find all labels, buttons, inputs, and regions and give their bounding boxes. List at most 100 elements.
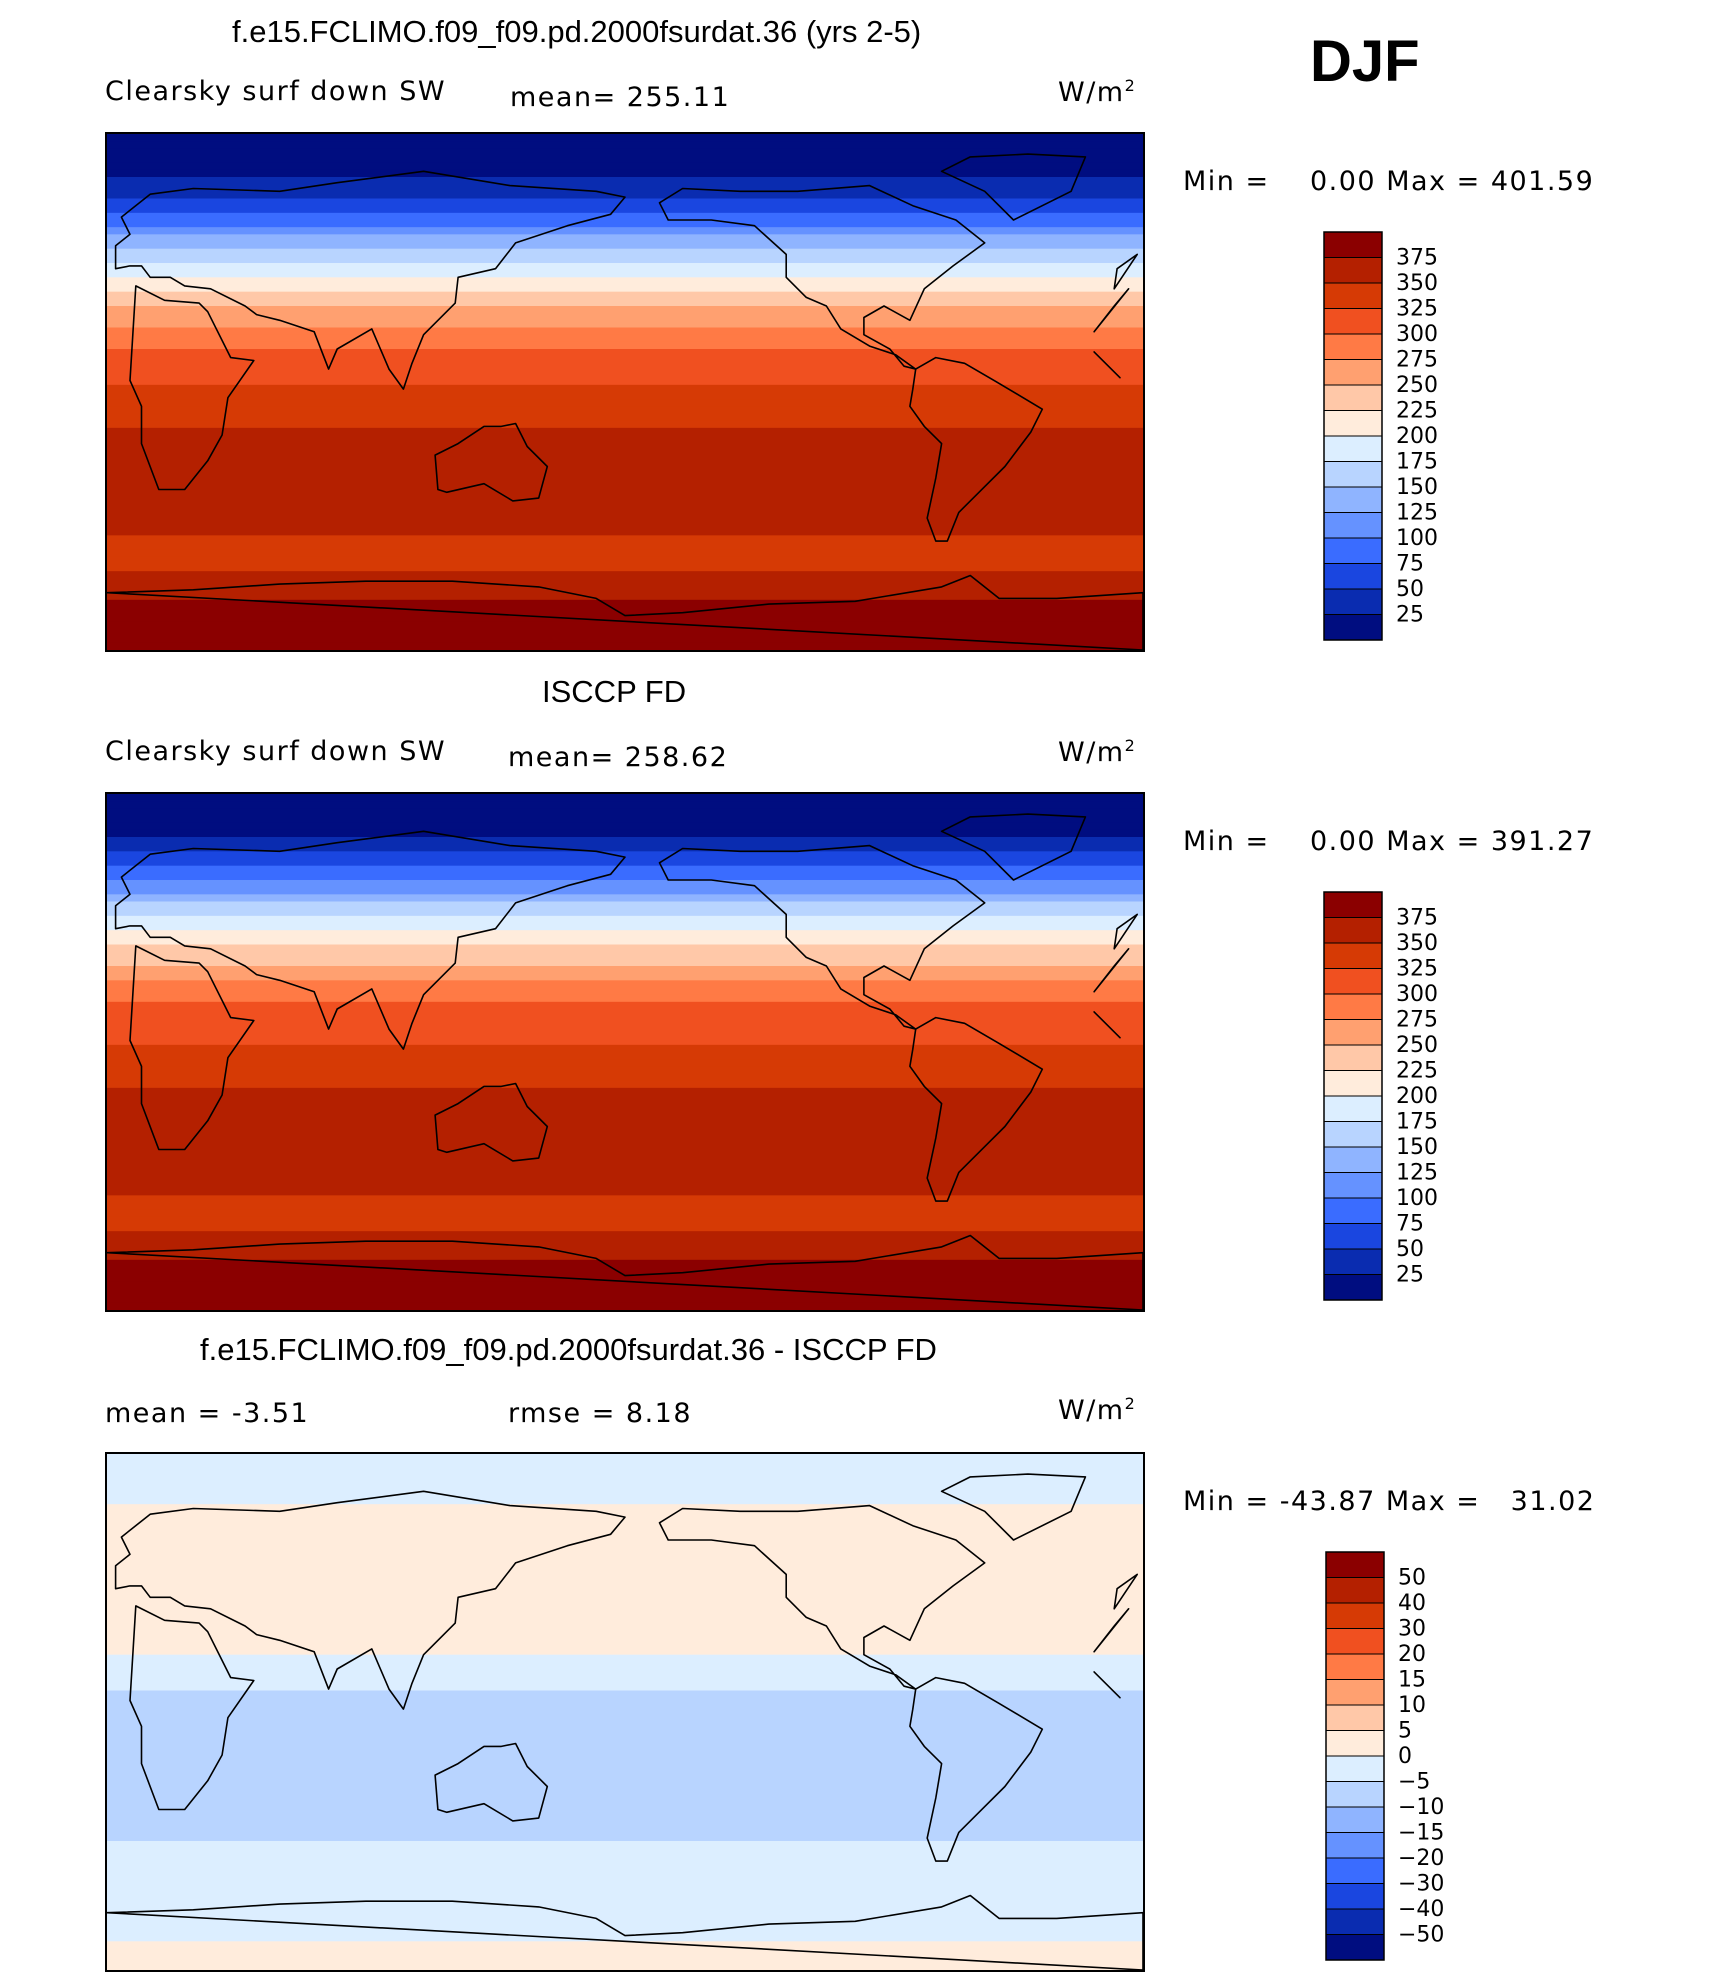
zonal-band [107, 1138, 1143, 1146]
zonal-band [107, 1145, 1143, 1153]
zonal-band [107, 1719, 1143, 1727]
zonal-band [107, 808, 1143, 817]
zonal-band [107, 1281, 1143, 1290]
zonal-band [107, 635, 1143, 644]
zonal-band [107, 865, 1143, 874]
zonal-band [107, 1468, 1143, 1477]
zonal-band [107, 1116, 1143, 1125]
zonal-band [107, 973, 1143, 981]
zonal-band [107, 1812, 1143, 1821]
zonal-band [107, 1654, 1143, 1663]
colorbar-bin [1323, 588, 1383, 615]
zonal-band [107, 1159, 1143, 1168]
colorbar-tick-label: −10 [1398, 1795, 1444, 1820]
colorbar-tick-label: 0 [1398, 1744, 1412, 1769]
zonal-band [107, 1783, 1143, 1792]
zonal-band [107, 894, 1143, 903]
zonal-band [107, 485, 1143, 493]
colorbar-tick-label: 175 [1396, 450, 1438, 475]
coastline [129, 945, 255, 1151]
colorbar-tick-label: 100 [1396, 1186, 1438, 1211]
coastline [107, 574, 1143, 650]
coastline [434, 1082, 549, 1162]
colorbar-bin [1323, 435, 1383, 462]
zonal-band [107, 313, 1143, 321]
colorbar-tick-label: 250 [1396, 1033, 1438, 1058]
panel-1-colorbar: 3753503253002752502252001751501251007550… [1323, 231, 1438, 641]
zonal-band [107, 349, 1143, 357]
colorbar-bin [1323, 563, 1383, 590]
zonal-band [107, 478, 1143, 486]
colorbar-tick-label: 225 [1396, 1059, 1438, 1084]
colorbar-tick-label: 20 [1398, 1642, 1426, 1667]
colorbar-bin [1325, 1704, 1385, 1731]
zonal-band [107, 1295, 1143, 1304]
coastline [909, 1016, 1044, 1202]
zonal-band [107, 815, 1143, 824]
colorbar-tick-label: 150 [1396, 1135, 1438, 1160]
zonal-band [107, 1769, 1143, 1778]
panel-2-map-svg [107, 794, 1143, 1310]
zonal-band [107, 413, 1143, 422]
colorbar-tick-label: 300 [1396, 322, 1438, 347]
colorbar-tick-label: −50 [1398, 1923, 1444, 1948]
zonal-band [107, 858, 1143, 867]
zonal-band [107, 1130, 1143, 1139]
colorbar-tick-label: −5 [1398, 1770, 1430, 1795]
colorbar-bin [1323, 968, 1383, 995]
colorbar-tick-label: 50 [1396, 577, 1424, 602]
zonal-band [107, 155, 1143, 164]
zonal-band [107, 212, 1143, 221]
zonal-band [107, 406, 1143, 415]
zonal-band [107, 980, 1143, 989]
zonal-band [107, 1618, 1143, 1627]
zonal-band [107, 499, 1143, 508]
colorbar-bin [1323, 1146, 1383, 1173]
zonal-band [107, 1704, 1143, 1713]
colorbar-bin [1323, 1223, 1383, 1250]
zonal-band [107, 1776, 1143, 1785]
colorbar-tick-label: 25 [1396, 603, 1424, 628]
coastline [1093, 948, 1130, 993]
zonal-band [107, 513, 1143, 522]
zonal-band [107, 628, 1143, 637]
colorbar-tick-label: 375 [1396, 246, 1438, 271]
zonal-band [107, 1848, 1143, 1856]
colorbar-bin [1323, 1044, 1383, 1071]
coastline [909, 1676, 1044, 1862]
zonal-band [107, 1726, 1143, 1735]
colorbar-bin [1323, 1248, 1383, 1275]
zonal-band [107, 205, 1143, 214]
coastline [434, 422, 549, 502]
zonal-band [107, 306, 1143, 314]
zonal-band [107, 1948, 1143, 1957]
colorbar-tick-label: 5 [1398, 1719, 1412, 1744]
colorbar-tick-label: 200 [1396, 1084, 1438, 1109]
colorbar-bin [1323, 917, 1383, 944]
zonal-band [107, 298, 1143, 307]
zonal-band [107, 1302, 1143, 1310]
zonal-band [107, 801, 1143, 809]
colorbar-tick-label: 15 [1398, 1668, 1426, 1693]
zonal-band [107, 1898, 1143, 1907]
panel-3-minmax: Min = -43.87 Max = 31.02 [1183, 1486, 1596, 1517]
coastline [1093, 1011, 1121, 1039]
panel-2-units: W/m2 [1058, 736, 1137, 768]
colorbar-tick-label: 25 [1396, 1263, 1424, 1288]
zonal-band [107, 1102, 1143, 1110]
zonal-band [107, 1905, 1143, 1914]
colorbar-tick-label: 275 [1396, 348, 1438, 373]
coastline [434, 1742, 549, 1822]
zonal-band [107, 1575, 1143, 1584]
colorbar-bin [1323, 384, 1383, 411]
zonal-band [107, 1461, 1143, 1469]
zonal-band [107, 134, 1143, 142]
panel-3-rmse-label: rmse = 8.18 [508, 1398, 693, 1429]
zonal-band [107, 1016, 1143, 1024]
zonal-band [107, 585, 1143, 594]
zonal-band [107, 1626, 1143, 1634]
zonal-band [107, 435, 1143, 443]
zonal-band [107, 923, 1143, 931]
zonal-band [107, 1238, 1143, 1247]
